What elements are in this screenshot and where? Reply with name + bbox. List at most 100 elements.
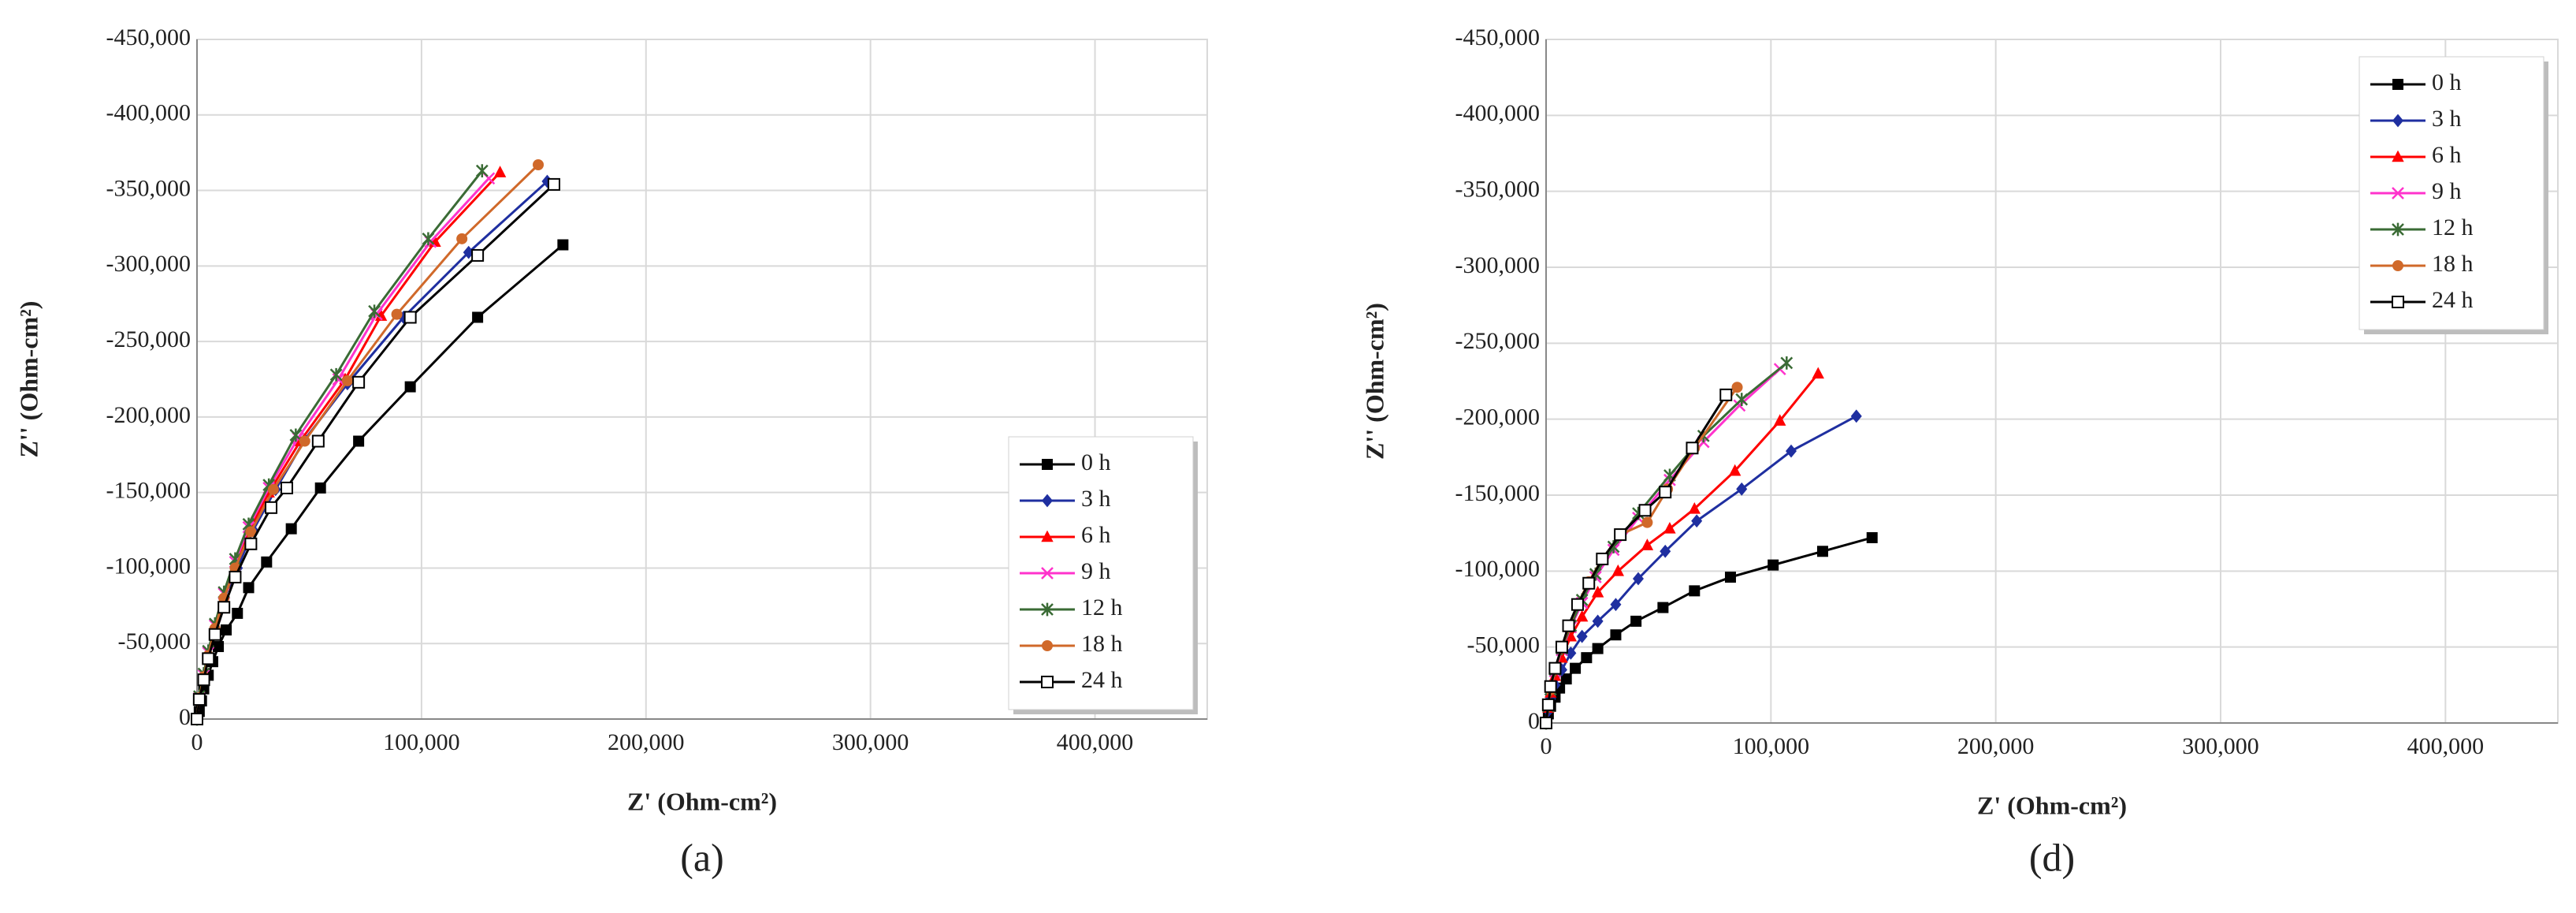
marker xyxy=(2392,79,2403,90)
marker xyxy=(1541,698,1555,711)
marker xyxy=(1576,629,1588,643)
y-tick-label: -150,000 xyxy=(1455,480,1541,506)
marker xyxy=(1544,680,1557,693)
marker xyxy=(2392,114,2403,128)
x-tick-label: 300,000 xyxy=(2182,733,2259,759)
marker xyxy=(1728,464,1741,476)
marker xyxy=(1657,602,1669,613)
y-tick-label: 0 xyxy=(1528,708,1540,734)
marker xyxy=(1564,629,1578,642)
marker xyxy=(374,309,388,321)
marker xyxy=(1592,614,1604,628)
marker xyxy=(1630,615,1642,627)
marker xyxy=(1591,585,1604,598)
marker xyxy=(1736,482,1748,496)
marker xyxy=(475,164,489,178)
marker xyxy=(368,304,381,319)
x-tick-label: 200,000 xyxy=(1957,733,2035,759)
marker xyxy=(1786,444,1797,458)
marker xyxy=(1562,619,1575,632)
legend-label: 9 h xyxy=(2432,178,2462,204)
marker xyxy=(217,601,231,614)
marker xyxy=(265,501,278,514)
x-tick-label: 100,000 xyxy=(383,729,460,755)
marker xyxy=(1812,367,1824,379)
y-axis-title: Z'' (Ohm-cm²) xyxy=(1360,303,1388,460)
marker xyxy=(1638,504,1652,517)
x-axis-title: Z' (Ohm-cm²) xyxy=(1977,791,2127,819)
y-tick-label: -100,000 xyxy=(106,553,191,579)
marker xyxy=(1582,576,1596,590)
marker xyxy=(404,381,416,393)
legend-label: 6 h xyxy=(2432,142,2462,168)
marker xyxy=(289,428,303,442)
marker xyxy=(1731,382,1743,393)
legend-label: 24 h xyxy=(1081,667,1123,693)
marker xyxy=(1735,393,1749,407)
y-tick-label: -250,000 xyxy=(106,326,191,352)
marker xyxy=(533,158,545,170)
legend-label: 3 h xyxy=(1081,486,1111,512)
y-tick-label: -100,000 xyxy=(1455,556,1541,582)
marker xyxy=(422,232,435,246)
marker xyxy=(1641,538,1654,550)
y-tick-label: -300,000 xyxy=(106,251,191,277)
marker xyxy=(213,641,225,653)
marker xyxy=(261,556,273,568)
marker xyxy=(471,248,485,262)
marker xyxy=(2392,222,2404,237)
y-tick-label: -450,000 xyxy=(1455,24,1541,50)
series xyxy=(1540,388,1733,729)
marker xyxy=(1555,640,1568,654)
marker xyxy=(1581,652,1593,664)
marker xyxy=(1659,486,1672,499)
y-tick-label: -350,000 xyxy=(1455,177,1541,203)
marker xyxy=(192,693,206,706)
legend-label: 9 h xyxy=(1081,558,1111,584)
x-tick-label: 300,000 xyxy=(832,729,909,755)
marker xyxy=(1042,459,1053,470)
marker xyxy=(2392,260,2403,271)
legend-label: 0 h xyxy=(2432,69,2462,95)
marker xyxy=(1614,528,1627,542)
marker xyxy=(391,308,403,320)
y-tick-label: -350,000 xyxy=(106,175,191,201)
series xyxy=(191,177,560,725)
marker xyxy=(493,166,507,177)
x-tick-label: 400,000 xyxy=(1057,729,1134,755)
marker xyxy=(352,375,366,389)
marker xyxy=(1780,356,1794,370)
y-axis-title: Z'' (Ohm-cm²) xyxy=(14,301,43,458)
marker xyxy=(1548,661,1562,675)
marker xyxy=(1663,521,1676,534)
marker xyxy=(1540,717,1552,729)
y-tick-label: -300,000 xyxy=(1455,252,1541,278)
marker xyxy=(2392,150,2404,162)
marker xyxy=(280,481,293,494)
marker xyxy=(1641,516,1653,528)
x-tick-label: 100,000 xyxy=(1733,733,1810,759)
marker xyxy=(208,628,221,641)
marker xyxy=(557,239,569,251)
marker xyxy=(245,526,257,538)
y-tick-label: -450,000 xyxy=(106,24,191,50)
marker xyxy=(1611,564,1625,576)
marker xyxy=(202,652,215,665)
y-tick-label: -50,000 xyxy=(118,628,191,654)
legend-label: 18 h xyxy=(1081,631,1123,657)
marker xyxy=(1866,531,1878,543)
marker xyxy=(353,435,365,447)
marker xyxy=(244,537,258,550)
marker xyxy=(243,582,255,594)
marker xyxy=(1686,442,1699,455)
legend-label: 12 h xyxy=(2432,214,2474,240)
marker xyxy=(197,673,210,687)
x-tick-label: 200,000 xyxy=(608,729,685,755)
marker xyxy=(232,607,243,619)
marker xyxy=(1571,598,1584,611)
marker xyxy=(1042,640,1053,651)
marker xyxy=(1691,514,1703,528)
y-tick-label: -200,000 xyxy=(1455,404,1541,430)
marker xyxy=(1610,598,1622,612)
